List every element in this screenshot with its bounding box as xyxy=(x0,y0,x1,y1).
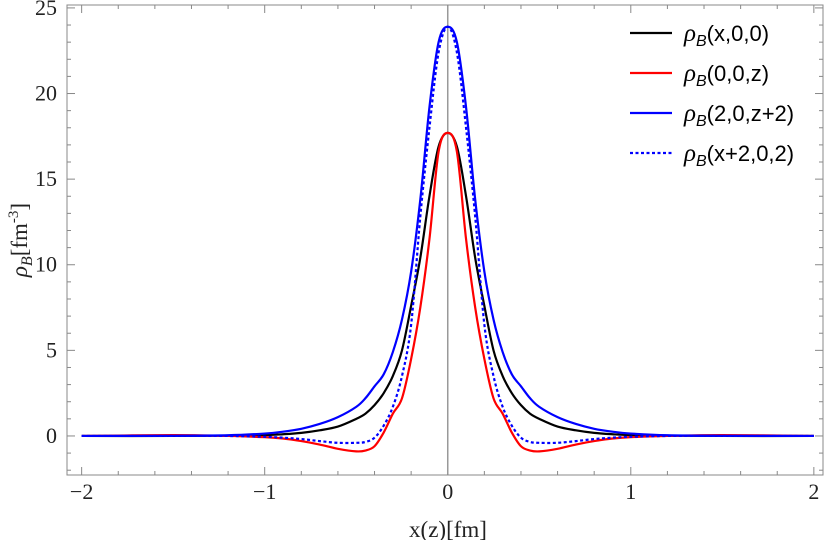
y-label-rest: [fm xyxy=(7,223,32,256)
y-label-sup: -3 xyxy=(6,211,22,224)
plot-frame xyxy=(66,4,824,476)
legend-entry: ρB(x,0,0) xyxy=(683,20,769,50)
legend-entry: ρB(x+2,0,2) xyxy=(683,140,794,170)
legend-entry: ρB(0,0,z) xyxy=(683,60,769,90)
x-tick-label: −1 xyxy=(253,479,276,504)
x-tick-label: −2 xyxy=(70,479,93,504)
y-label-close: ] xyxy=(7,203,32,211)
y-tick-label: 5 xyxy=(46,337,57,362)
y-tick-label: 10 xyxy=(35,252,57,277)
series-curves xyxy=(81,25,814,453)
y-tick-label: 25 xyxy=(35,0,57,20)
y-tick-label: 15 xyxy=(35,166,57,191)
x-tick-label: 1 xyxy=(625,479,636,504)
y-label-sub: B xyxy=(19,256,36,266)
axis-ticks xyxy=(67,5,823,475)
series-line-1 xyxy=(81,131,814,453)
legend: ρB(x,0,0) ρB(0,0,z) ρB(2,0,z+2) ρB(x+2,0,2) xyxy=(630,20,794,170)
x-tick-label: 0 xyxy=(442,479,453,504)
x-axis-label: x(z)[fm] xyxy=(409,517,487,540)
x-tick-label: 2 xyxy=(808,479,819,504)
y-label-base: ρ xyxy=(7,266,32,278)
legend-entry: ρB(2,0,z+2) xyxy=(683,100,794,130)
y-tick-label: 0 xyxy=(46,423,57,448)
y-axis-label: ρB[fm-3] xyxy=(6,203,36,278)
series-line-3 xyxy=(81,25,814,445)
y-tick-label: 20 xyxy=(35,81,57,106)
